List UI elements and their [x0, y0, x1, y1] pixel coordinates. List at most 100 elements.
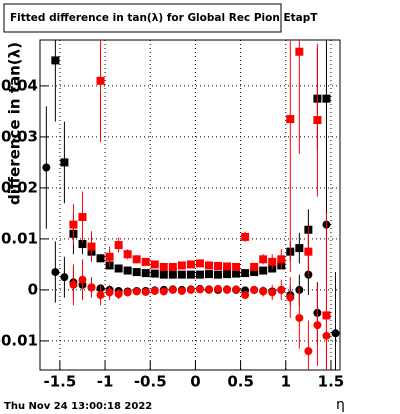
data-point [114, 264, 123, 273]
x-tick-label: 0 [190, 373, 200, 391]
data-point [195, 270, 204, 279]
data-point [132, 268, 141, 277]
data-point [42, 163, 51, 172]
data-point [114, 290, 123, 299]
data-point [259, 287, 268, 296]
data-point [96, 254, 105, 263]
data-point [204, 261, 213, 270]
data-point [223, 262, 232, 271]
data-point [87, 242, 96, 251]
x-tick-label: -1 [97, 373, 114, 391]
x-tick-label: 1.5 [318, 373, 345, 391]
data-point [87, 283, 96, 292]
data-point [159, 270, 168, 279]
data-point [241, 291, 250, 300]
data-point [204, 270, 213, 279]
data-point [114, 241, 123, 250]
data-point [268, 257, 277, 266]
data-point [150, 286, 159, 295]
data-point [232, 269, 241, 278]
data-point [186, 285, 195, 294]
data-point [150, 269, 159, 278]
data-point [259, 255, 268, 264]
x-tick-label: 0.5 [227, 373, 254, 391]
data-point [78, 212, 87, 221]
data-point [313, 321, 322, 330]
data-point [259, 266, 268, 275]
footer: Thu Nov 24 13:00:18 2022 [4, 401, 152, 412]
y-tick-label: 0.02 [1, 178, 38, 196]
data-point [51, 268, 60, 277]
data-point [232, 262, 241, 271]
data-point [268, 288, 277, 297]
data-point [295, 244, 304, 253]
data-point [177, 270, 186, 279]
data-point [304, 347, 313, 356]
data-point [286, 293, 295, 302]
data-point [168, 262, 177, 271]
data-point [60, 158, 69, 167]
data-point [313, 116, 322, 125]
y-axis-label: difference in tan(λ) [6, 42, 24, 205]
data-point [141, 287, 150, 296]
data-point [141, 257, 150, 266]
chart-title: Fitted difference in tan(λ) for Global R… [10, 12, 318, 24]
data-point [250, 268, 259, 277]
x-tick-label: -1.5 [43, 373, 76, 391]
title-box [3, 3, 282, 33]
data-point [241, 232, 250, 241]
data-point [250, 285, 259, 294]
data-point [159, 287, 168, 296]
data-point [195, 285, 204, 294]
data-point [96, 291, 105, 300]
data-point [186, 270, 195, 279]
data-point [195, 259, 204, 268]
data-point [78, 275, 87, 284]
data-point [60, 273, 69, 282]
data-point [168, 270, 177, 279]
data-point [105, 252, 114, 261]
data-point [295, 313, 304, 322]
data-point [277, 255, 286, 264]
data-point [204, 285, 213, 294]
data-point [150, 260, 159, 269]
data-point [277, 285, 286, 294]
y-tick-label: 0.01 [1, 229, 38, 247]
data-point [51, 56, 60, 65]
x-tick-label: 1 [281, 373, 291, 391]
data-point [223, 285, 232, 294]
plot-frame [39, 39, 341, 371]
y-tick-label: 0 [28, 280, 38, 298]
data-point [96, 76, 105, 85]
data-point [123, 250, 132, 259]
data-point [214, 270, 223, 279]
data-point [322, 94, 331, 103]
data-point [159, 262, 168, 271]
data-point [132, 287, 141, 296]
data-point [322, 331, 331, 340]
data-point [331, 329, 340, 338]
data-point [223, 270, 232, 279]
data-point [69, 220, 78, 229]
y-tick-label: 0.03 [1, 127, 38, 145]
data-point [177, 261, 186, 270]
data-point [295, 47, 304, 56]
data-point [304, 247, 313, 256]
data-point [232, 285, 241, 294]
data-point [123, 288, 132, 297]
data-point [78, 240, 87, 249]
data-point [250, 262, 259, 271]
data-point [214, 284, 223, 293]
data-point [123, 266, 132, 275]
data-point [214, 261, 223, 270]
data-point [168, 285, 177, 294]
data-point [286, 115, 295, 124]
data-point [132, 255, 141, 264]
y-tick-label: 0.04 [1, 76, 38, 94]
data-point [141, 269, 150, 278]
data-point [105, 288, 114, 297]
x-tick-label: -0.5 [134, 373, 167, 391]
data-point [186, 260, 195, 269]
data-point [69, 280, 78, 289]
